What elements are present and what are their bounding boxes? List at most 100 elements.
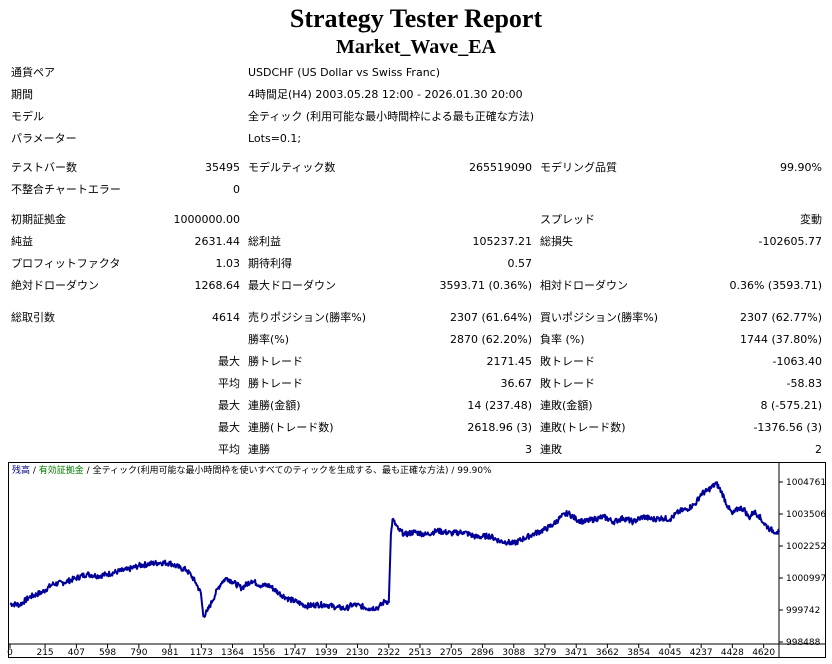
trade-row-prefix: 平均 (218, 377, 240, 390)
test-bars-value: 35495 (205, 161, 240, 174)
short-positions-label: 売りポジション(勝率%) (248, 311, 367, 324)
rel-drawdown-label: 相対ドローダウン (540, 279, 628, 292)
y-tick-label: 1002252 (786, 542, 826, 552)
trade-row-prefix: 平均 (218, 443, 240, 456)
trade-row-a-label: 勝トレード (248, 355, 303, 368)
win-pct-value: 2870 (62.20%) (449, 333, 532, 346)
info-label-pair: 通貨ペア (11, 66, 55, 79)
abs-drawdown-value: 1268.64 (194, 279, 241, 292)
info-label-model: モデル (11, 110, 44, 123)
gross-profit-label: 総利益 (248, 235, 281, 248)
long-positions-value: 2307 (62.77%) (739, 311, 822, 324)
legend-model: 全ティック(利用可能な最小時間枠を使いすべてのティックを生成する、最も正確な方法… (92, 466, 449, 476)
y-tick-label: 998488 (786, 638, 821, 648)
trade-row-a-label: 連勝(トレード数) (248, 421, 334, 434)
spread-value: 変動 (800, 213, 822, 226)
loss-pct-value: 1744 (37.80%) (739, 333, 822, 346)
y-tick-label: 1004761 (786, 478, 826, 488)
trade-row-a-label: 勝トレード (248, 377, 303, 390)
legend-quality: 99.90% (457, 466, 492, 476)
gross-profit-value: 105237.21 (472, 235, 533, 248)
x-tick-label: 598 (99, 648, 116, 658)
info-value-params: Lots=0.1; (248, 132, 302, 145)
y-tick-label: 1000997 (786, 574, 826, 584)
expected-payoff-label: 期待利得 (248, 257, 292, 270)
legend-balance: 残高 (12, 466, 31, 476)
info-label-params: パラメーター (11, 132, 77, 145)
trade-row-b-value: 8 (-575.21) (760, 399, 822, 412)
trade-row-b-value: -1063.40 (772, 355, 822, 368)
trade-row-a-label: 連勝(金額) (248, 399, 301, 412)
mismatch-label: 不整合チャートエラー (11, 183, 121, 196)
loss-pct-label: 負率 (%) (540, 333, 585, 346)
net-profit-label: 純益 (11, 235, 33, 248)
balance-line (9, 481, 780, 618)
trade-row-prefix: 最大 (218, 399, 240, 412)
x-tick-label: 3854 (627, 648, 650, 658)
short-positions-value: 2307 (61.64%) (449, 311, 532, 324)
x-tick-label: 1364 (221, 648, 244, 658)
x-tick-label: 4045 (658, 648, 681, 658)
y-tick-label: 999742 (786, 606, 820, 616)
trade-row-b-value: -1376.56 (3) (753, 421, 822, 434)
x-tick-label: 4237 (690, 648, 713, 658)
info-label-period: 期間 (11, 88, 33, 101)
trade-row-prefix: 最大 (218, 355, 240, 368)
balance-chart (8, 462, 826, 658)
x-tick-label: 407 (68, 648, 85, 658)
x-tick-label: 2896 (471, 648, 494, 658)
x-tick-label: 2322 (377, 648, 400, 658)
model-quality-label: モデリング品質 (540, 161, 617, 174)
info-value-pair: USDCHF (US Dollar vs Swiss Franc) (248, 66, 441, 79)
x-tick-label: 1556 (252, 648, 275, 658)
gross-loss-value: -102605.77 (758, 235, 822, 248)
x-tick-label: 790 (130, 648, 147, 658)
trade-row-b-label: 連敗 (540, 443, 562, 456)
abs-drawdown-label: 絶対ドローダウン (11, 279, 99, 292)
expected-payoff-value: 0.57 (507, 257, 533, 270)
mismatch-value: 0 (233, 183, 240, 196)
trade-row-a-value: 3 (525, 443, 532, 456)
report-title: Strategy Tester Report (289, 4, 543, 33)
x-tick-label: 0 (7, 648, 13, 658)
x-tick-label: 2513 (408, 648, 431, 658)
trade-row-a-value: 14 (237.48) (467, 399, 532, 412)
report-subtitle: Market_Wave_EA (336, 36, 496, 58)
trade-row-b-value: 2 (815, 443, 822, 456)
x-tick-label: 4620 (752, 648, 775, 658)
trade-row-prefix: 最大 (218, 421, 240, 434)
initial-deposit-label: 初期証拠金 (11, 213, 66, 226)
x-tick-label: 3279 (533, 648, 556, 658)
gross-loss-label: 総損失 (540, 235, 573, 248)
x-tick-label: 3088 (502, 648, 525, 658)
model-ticks-value: 265519090 (469, 161, 532, 174)
x-tick-label: 4428 (721, 648, 744, 658)
model-ticks-label: モデルティック数 (248, 161, 336, 174)
x-tick-label: 215 (36, 648, 53, 658)
max-drawdown-value: 3593.71 (0.36%) (439, 279, 532, 292)
x-tick-label: 3662 (596, 648, 619, 658)
win-pct-label: 勝率(%) (248, 333, 290, 346)
spread-label: スプレッド (540, 213, 595, 226)
trade-row-b-label: 連敗(トレード数) (540, 421, 626, 434)
trade-row-a-value: 2618.96 (3) (467, 421, 532, 434)
max-drawdown-label: 最大ドローダウン (248, 279, 336, 292)
x-tick-label: 1939 (315, 648, 338, 658)
trade-row-a-value: 36.67 (500, 377, 533, 390)
x-tick-label: 3471 (565, 648, 588, 658)
y-tick-label: 1003506 (786, 510, 826, 520)
profit-factor-label: プロフィットファクタ (11, 257, 121, 270)
info-value-model: 全ティック (利用可能な最小時間枠による最も正確な方法) (248, 110, 535, 123)
total-trades-value: 4614 (212, 311, 240, 324)
trade-row-b-label: 連敗(金額) (540, 399, 593, 412)
x-tick-label: 1173 (190, 648, 213, 658)
x-tick-label: 2130 (346, 648, 369, 658)
trade-row-b-label: 敗トレード (540, 377, 595, 390)
net-profit-value: 2631.44 (194, 235, 241, 248)
trade-row-a-value: 2171.45 (486, 355, 533, 368)
legend-margin: 有効証拠金 (38, 466, 84, 476)
long-positions-label: 買いポジション(勝率%) (540, 311, 659, 324)
x-tick-label: 2705 (440, 648, 463, 658)
model-quality-value: 99.90% (780, 161, 822, 174)
